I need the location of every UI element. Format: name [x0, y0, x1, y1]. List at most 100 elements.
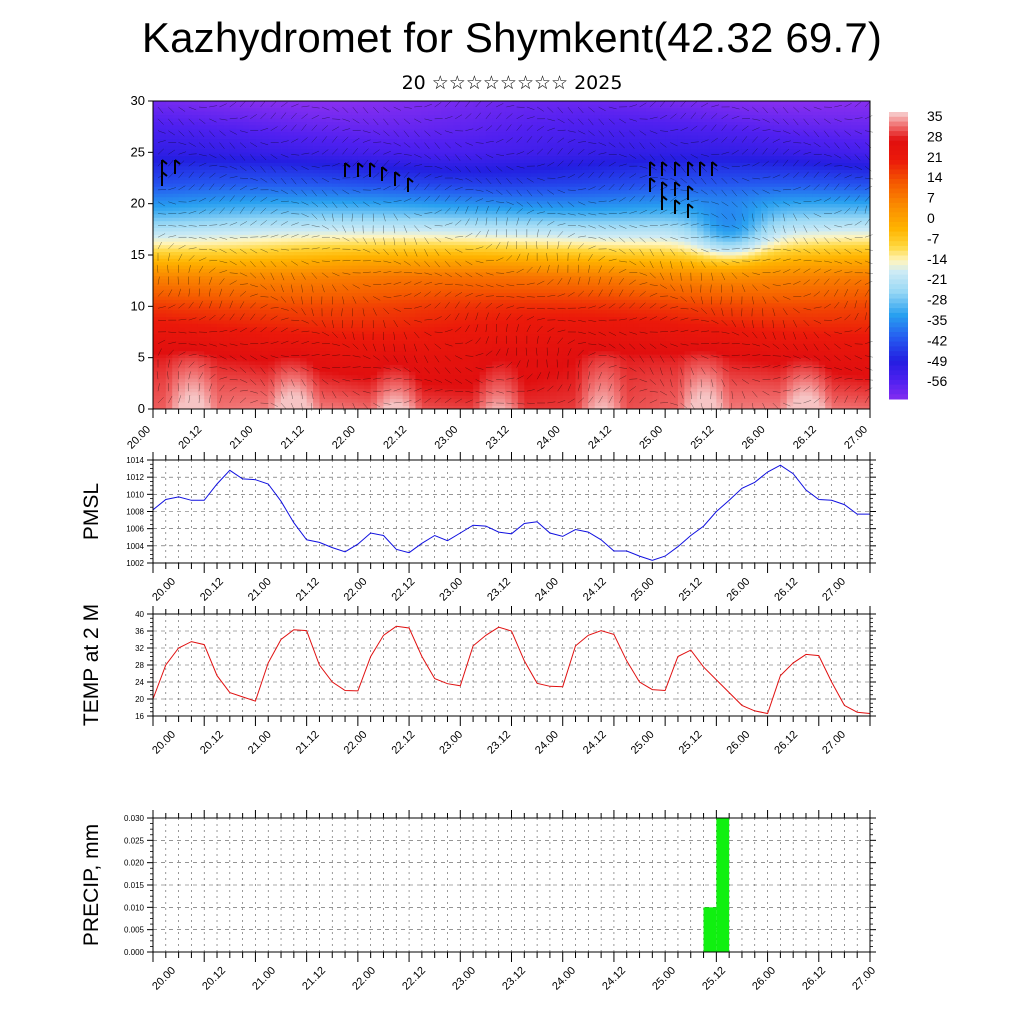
- heatmap-cell: [357, 343, 365, 348]
- heatmap-cell: [447, 361, 455, 365]
- heatmap-cell: [645, 402, 653, 406]
- heatmap-cell: [281, 405, 288, 410]
- heatmap-cell: [709, 333, 717, 338]
- heatmap-cell: [364, 340, 372, 345]
- heatmap-cell: [709, 343, 717, 348]
- heatmap-cell: [613, 316, 621, 321]
- heatmap-cell: [364, 337, 372, 341]
- heatmap-cell: [767, 323, 775, 328]
- heatmap-cell: [645, 275, 653, 280]
- heatmap-cell: [261, 323, 269, 328]
- heatmap-cell: [249, 402, 256, 406]
- heatmap-cell: [268, 330, 276, 335]
- heatmap-cell: [178, 398, 186, 403]
- heatmap-cell: [223, 320, 231, 324]
- heatmap-cell: [242, 395, 250, 400]
- heatmap-cell: [217, 347, 224, 352]
- heatmap-cell: [569, 265, 576, 270]
- heatmap-cell: [409, 330, 416, 335]
- heatmap-cell: [332, 388, 340, 393]
- heatmap-cell: [652, 306, 660, 311]
- heatmap-cell: [703, 388, 711, 393]
- heatmap-cell: [716, 388, 724, 393]
- heatmap-cell: [153, 330, 160, 335]
- heatmap-cell: [697, 405, 704, 410]
- heatmap-cell: [319, 333, 327, 338]
- heatmap-cell: [466, 337, 474, 341]
- heatmap-cell: [370, 395, 378, 400]
- heatmap-cell: [159, 316, 167, 321]
- heatmap-cell: [268, 405, 276, 410]
- heatmap-cell: [255, 289, 263, 294]
- heatmap-cell: [300, 316, 308, 321]
- heatmap-cell: [780, 265, 788, 270]
- heatmap-cell: [223, 261, 231, 266]
- heatmap-cell: [530, 405, 538, 410]
- heatmap-cell: [818, 326, 826, 331]
- heatmap-cell: [434, 309, 442, 314]
- heatmap-cell: [735, 395, 743, 400]
- heatmap-cell: [748, 388, 756, 393]
- heatmap-cell: [229, 302, 237, 307]
- heatmap-cell: [505, 289, 512, 294]
- heatmap-cell: [479, 364, 487, 369]
- heatmap-cell: [357, 268, 365, 273]
- heatmap-cell: [626, 333, 634, 338]
- heatmap-cell: [498, 282, 506, 287]
- heatmap-cell: [709, 357, 717, 362]
- heatmap-cell: [306, 357, 314, 362]
- heatmap-cell: [261, 388, 269, 393]
- heatmap-cell: [197, 282, 205, 287]
- heatmap-cell: [261, 292, 269, 297]
- heatmap-cell: [741, 313, 749, 317]
- heatmap-cell: [780, 371, 788, 376]
- heatmap-cell: [293, 265, 301, 270]
- heatmap-cell: [428, 381, 436, 386]
- heatmap-cell: [735, 285, 743, 290]
- heatmap-cell: [185, 364, 192, 369]
- heatmap-cell: [415, 364, 423, 369]
- heatmap-cell: [383, 391, 391, 396]
- heatmap-cell: [735, 282, 743, 287]
- heatmap-cell: [645, 340, 653, 345]
- heatmap-cell: [837, 354, 845, 359]
- heatmap-cell: [575, 361, 583, 365]
- heatmap-cell: [844, 292, 852, 297]
- heatmap-cell: [690, 292, 698, 297]
- heatmap-cell: [172, 306, 180, 311]
- heatmap-cell: [729, 316, 736, 321]
- heatmap-cell: [671, 357, 679, 362]
- heatmap-cell: [773, 309, 781, 314]
- heatmap-cell: [441, 391, 448, 396]
- heatmap-cell: [735, 261, 743, 266]
- heatmap-cell: [818, 299, 826, 304]
- heatmap-cell: [569, 391, 576, 396]
- heatmap-cell: [825, 299, 832, 304]
- heatmap-cell: [293, 289, 301, 294]
- heatmap-cell: [242, 265, 250, 270]
- heatmap-cell: [543, 391, 551, 396]
- heatmap-cell: [441, 374, 448, 379]
- heatmap-cell: [697, 306, 704, 311]
- heatmap-cell: [479, 350, 487, 355]
- heatmap-cell: [332, 378, 340, 383]
- heatmap-cell: [473, 313, 480, 317]
- heatmap-cell: [268, 285, 276, 290]
- heatmap-cell: [607, 289, 615, 294]
- heatmap-cell: [255, 282, 263, 287]
- heatmap-cell: [447, 405, 455, 410]
- heatmap-cell: [556, 289, 564, 294]
- heatmap-cell: [261, 391, 269, 396]
- heatmap-cell: [569, 323, 576, 328]
- heatmap-cell: [370, 361, 378, 365]
- heatmap-cell: [229, 258, 237, 263]
- heatmap-cell: [793, 364, 800, 369]
- heatmap-cell: [722, 343, 730, 348]
- heatmap-cell: [261, 364, 269, 369]
- heatmap-cell: [786, 333, 794, 338]
- heatmap-cell: [626, 374, 634, 379]
- heatmap-cell: [255, 278, 263, 283]
- heatmap-cell: [332, 296, 340, 300]
- heatmap-cell: [185, 323, 192, 328]
- heatmap-cell: [690, 350, 698, 355]
